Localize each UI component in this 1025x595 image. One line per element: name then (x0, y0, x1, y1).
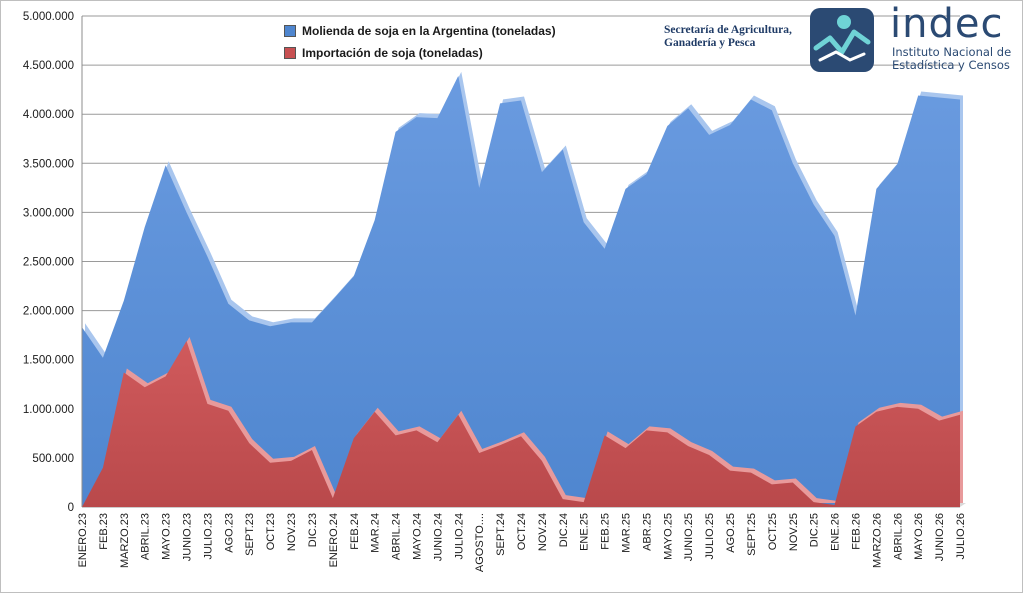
x-tick-label: ENE.26 (830, 513, 842, 551)
x-tick-label: AGO.25 (725, 513, 737, 553)
x-tick-label: OCT.23 (265, 513, 277, 550)
legend-item-importacion: Importación de soja (toneladas) (284, 42, 556, 64)
x-tick-label: MAYO.23 (161, 513, 173, 560)
x-tick-label: JUNIO.25 (683, 513, 695, 561)
y-tick-label: 0 (68, 502, 74, 514)
x-tick-label: DIC.25 (809, 513, 821, 547)
y-tick-label: 500.000 (32, 453, 74, 465)
x-tick-label: AGO.23 (223, 513, 235, 553)
x-tick-label: MARZO.23 (119, 513, 131, 568)
x-tick-label: FEB.24 (349, 513, 361, 550)
x-tick-label: NOV.24 (537, 513, 549, 551)
y-tick-label: 2.500.000 (23, 257, 74, 269)
x-tick-label: ABRIL.24 (391, 513, 403, 560)
y-axis: 0 500.000 1.000.000 1.500.000 2.000.000 2.500… (23, 11, 83, 514)
x-tick-label: ENE.25 (579, 513, 591, 551)
indec-subtitle: Instituto Nacional de Estadística y Cens… (892, 46, 1011, 72)
secretaria-label: Secretaría de Agricultura, Ganadería y P… (664, 24, 792, 50)
x-tick-label: OCT.24 (516, 513, 528, 550)
x-tick-label: JULIO.26 (955, 513, 967, 559)
x-tick-label: JUNIO.24 (432, 513, 444, 561)
legend: Molienda de soja en la Argentina (tonela… (284, 20, 556, 64)
indec-subtitle-line2: Estadística y Censos (892, 58, 1010, 72)
series-area-0 (82, 75, 960, 507)
x-tick-label: FEB.25 (600, 513, 612, 550)
secretaria-line1: Secretaría de Agricultura, (664, 24, 792, 36)
plot-areas (82, 71, 966, 507)
x-tick-label: NOV.23 (286, 513, 298, 551)
x-tick-label: FEB.23 (98, 513, 110, 550)
y-tick-label: 2.000.000 (23, 306, 74, 318)
x-tick-label: ABR.25 (641, 513, 653, 551)
indec-logo-icon (810, 8, 874, 72)
legend-label-importacion: Importación de soja (toneladas) (302, 46, 483, 60)
x-tick-label: ABRIL.26 (892, 513, 904, 560)
y-tick-label: 1.000.000 (23, 404, 74, 416)
x-tick-label: DIC.24 (558, 513, 570, 547)
y-tick-label: 3.500.000 (23, 158, 74, 170)
x-tick-label: OCT.25 (767, 513, 779, 550)
x-tick-label: NOV.25 (788, 513, 800, 551)
x-tick-label: FEB.26 (850, 513, 862, 550)
legend-swatch-molienda (284, 25, 296, 37)
x-tick-label: JULIO.24 (453, 513, 465, 559)
series-area-1 (82, 341, 960, 507)
y-tick-label: 1.500.000 (23, 355, 74, 367)
x-tick-label: JULIO.25 (704, 513, 716, 559)
indec-wordmark: indec (890, 1, 1004, 47)
x-tick-label: AGOSTO.... (474, 513, 486, 572)
x-tick-label: SEPT.25 (746, 513, 758, 556)
y-tick-label: 4.000.000 (23, 109, 74, 121)
x-tick-label: SEPT.23 (244, 513, 256, 556)
y-tick-label: 3.000.000 (23, 207, 74, 219)
indec-subtitle-line1: Instituto Nacional de (892, 45, 1012, 59)
x-tick-label: MAYO.24 (411, 513, 423, 560)
x-tick-label: MAR.25 (621, 513, 633, 553)
x-tick-label: MAR.24 (370, 513, 382, 553)
x-tick-label: ABRIL.23 (140, 513, 152, 560)
x-tick-label: MARZO.26 (871, 513, 883, 568)
x-tick-label: ENERO.24 (328, 513, 340, 567)
secretaria-line2: Ganadería y Pesca (664, 37, 756, 49)
x-tick-label: SEPT.24 (495, 513, 507, 556)
y-tick-label: 4.500.000 (23, 60, 74, 72)
x-tick-label: JULIO.23 (202, 513, 214, 559)
x-axis: ENERO.23 FEB.23 MARZO.23 ABRIL.23 MAYO.23 JUN… (77, 513, 967, 572)
x-tick-label: DIC.23 (307, 513, 319, 547)
y-tick-label: 5.000.000 (23, 11, 74, 23)
x-tick-label: MAYO.26 (913, 513, 925, 560)
legend-label-molienda: Molienda de soja en la Argentina (tonela… (302, 24, 556, 38)
x-tick-label: MAYO.25 (662, 513, 674, 560)
legend-item-molienda: Molienda de soja en la Argentina (tonela… (284, 20, 556, 42)
x-tick-label: JUNIO.23 (182, 513, 194, 561)
x-tick-label: JUNIO.26 (934, 513, 946, 561)
x-tick-label: ENERO.23 (77, 513, 89, 567)
legend-swatch-importacion (284, 47, 296, 59)
